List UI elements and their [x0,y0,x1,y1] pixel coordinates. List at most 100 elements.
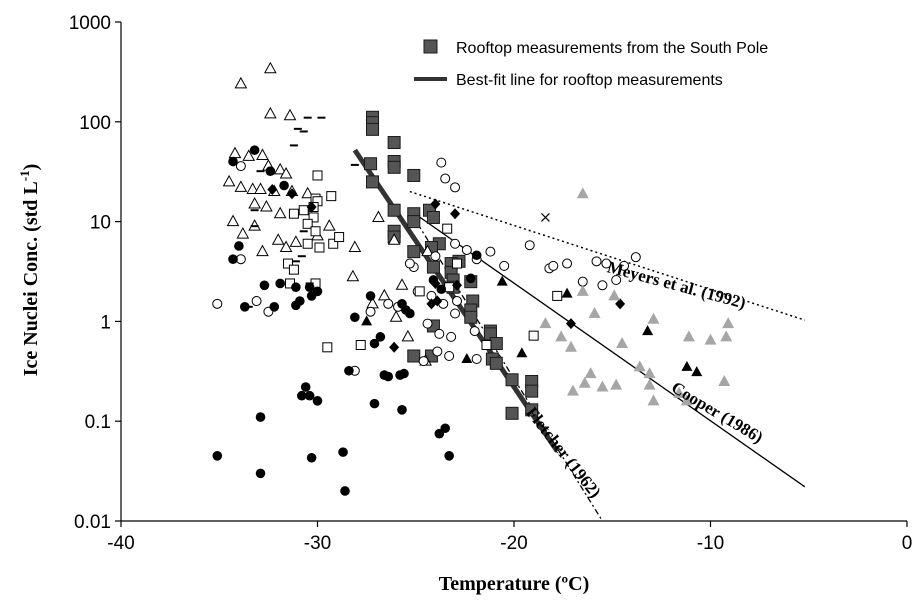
filled-circle-point [255,412,266,422]
filled-circle-point [340,486,350,496]
open-circle-point [235,161,246,172]
filled-circle-point [279,180,289,191]
open-circle-point [452,296,463,307]
gray-triangle-point [564,340,577,352]
open-circle-point [436,157,447,168]
open-triangle-point [242,149,256,161]
filled-circle-point [350,312,360,323]
filled-circle-point [436,284,447,295]
cross-point [541,213,550,222]
open-triangle-point [377,288,391,301]
filled-circle-point [344,365,354,376]
filled-diamond-point [450,208,461,220]
open-square-point [312,170,323,181]
filled-circle-point [312,286,323,297]
filled-circle-point [228,156,238,167]
open-circle-point [630,252,641,263]
y-tick-label: 10 [90,213,111,234]
filled-circle-point [365,291,376,301]
open-circle-point [577,276,588,287]
filled-circle-point [375,332,386,342]
open-square-point [314,242,325,253]
open-triangle-point [263,106,277,119]
open-triangle-point [289,235,303,247]
y-axis-title-superscript: -1 [17,170,32,181]
filled-circle-point [405,308,415,319]
open-triangle-point [346,269,360,282]
filled-triangle-point [361,315,373,326]
open-triangle-point [256,148,269,160]
open-triangle-point [322,219,336,231]
filled-diamond-point [615,298,626,310]
filled-circle-point [338,447,348,457]
gray-triangle-point [596,380,609,392]
square-point [464,310,478,324]
filled-circle-point [296,390,307,401]
x-ticks: -40 -30 -20 -10 0 [107,521,912,554]
open-circle-point [450,182,461,193]
open-circle-point [471,353,482,364]
open-square-point [481,340,492,351]
open-square-point [452,258,463,269]
open-circle-point [434,328,445,339]
legend-label-best-fit: Best-fit line for rooftop measurements [456,72,723,89]
filled-circle-point [234,241,244,251]
open-circle-point [611,274,622,285]
open-circle-point [440,173,451,184]
filled-triangle-point [461,352,473,363]
square-point [407,245,421,259]
open-circle-point [251,296,262,307]
filled-circle-point [465,273,476,284]
open-square-point [298,205,309,216]
square-point [525,384,539,398]
gray-triangle-point [616,337,629,349]
open-triangle-point [348,240,362,253]
square-point [505,406,519,420]
open-circle-point [418,356,429,367]
y-tick-label: 100 [79,113,111,134]
open-circle-point [469,326,480,337]
filled-triangle-point [681,360,693,371]
open-circle-point [383,298,394,309]
gray-triangle-point [633,360,646,372]
y-axis-title-main: Ice Nuclei Conc. (std L [20,181,42,376]
filled-triangle-point [642,325,654,336]
open-triangle-point [395,278,409,290]
filled-circle-point [249,145,260,155]
open-square-point [283,258,294,269]
open-triangle-point [236,227,250,239]
x-tick-label: -20 [500,533,527,554]
open-square-point [552,290,563,301]
open-square-point [328,238,339,249]
square-point [407,215,421,229]
filled-circle-point [395,370,405,380]
y-axis-title: Ice Nuclei Conc. (std L-1) [17,164,42,377]
filled-diamond-point [430,277,441,289]
square-point [525,403,539,417]
axes [120,22,907,522]
gray-triangle-point [647,394,660,406]
gray-triangle-point [718,374,731,386]
gray-triangle-point [704,333,717,345]
filled-circle-point [259,280,270,291]
y-tick-label: 1000 [69,13,111,34]
square-point [387,160,401,174]
open-square-point [444,282,455,293]
gray-triangle-point [643,367,656,379]
x-tick-label: -30 [304,533,331,554]
filled-circle-point [306,452,317,463]
filled-triangle-point [691,366,703,377]
filled-circle-point [291,300,301,311]
open-circle-point [365,306,376,317]
filled-diamond-point [286,188,297,200]
y-ticks: 1000 100 10 1 0.1 0.01 [69,13,121,533]
open-triangle-point [372,210,385,222]
gray-triangle-point [576,284,589,296]
x-tick-label: -40 [107,533,134,554]
gray-triangle-point [608,289,621,301]
cooper-label: Cooper (1986) [668,378,766,447]
filled-circle-point [212,451,223,461]
open-triangle-point [279,240,293,253]
open-triangle-point [389,310,403,322]
gray-triangle-point [647,312,660,324]
